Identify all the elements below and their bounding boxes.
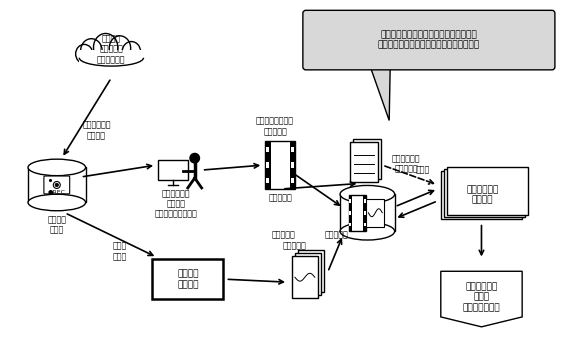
Circle shape <box>189 153 200 164</box>
Text: 収集済み
業務データ
（一部抽出）: 収集済み 業務データ （一部抽出） <box>97 34 125 64</box>
Text: 走行シーン別
機械学習: 走行シーン別 機械学習 <box>466 185 499 204</box>
FancyBboxPatch shape <box>158 160 188 180</box>
FancyBboxPatch shape <box>289 141 295 189</box>
FancyBboxPatch shape <box>291 178 294 183</box>
FancyBboxPatch shape <box>364 211 366 215</box>
Ellipse shape <box>53 182 60 188</box>
FancyBboxPatch shape <box>298 251 324 292</box>
Bar <box>79 50 143 66</box>
Text: 挙動特徴量: 挙動特徴量 <box>283 241 307 250</box>
Text: ヒヤリハット
場面選定
（目視確認による）: ヒヤリハット 場面選定 （目視確認による） <box>155 189 197 219</box>
FancyBboxPatch shape <box>303 10 555 70</box>
Text: ヒヤリハット
分類器
（確率を出力）: ヒヤリハット 分類器 （確率を出力） <box>462 282 500 312</box>
FancyBboxPatch shape <box>266 147 269 152</box>
Text: 異常挙動
特徴抽出: 異常挙動 特徴抽出 <box>177 270 198 289</box>
Text: カメラ映像・
衝突警報: カメラ映像・ 衝突警報 <box>83 121 111 140</box>
Polygon shape <box>370 67 390 120</box>
FancyBboxPatch shape <box>351 142 378 182</box>
Text: 入力データ: 入力データ <box>271 230 295 239</box>
Text: 車両挙動
データ: 車両挙動 データ <box>48 215 66 234</box>
FancyBboxPatch shape <box>340 194 395 231</box>
FancyBboxPatch shape <box>266 178 269 183</box>
Ellipse shape <box>81 39 102 63</box>
Text: ヒヤリハット
事例の解釈: ヒヤリハット 事例の解釈 <box>392 154 421 174</box>
FancyBboxPatch shape <box>363 195 366 231</box>
Ellipse shape <box>28 194 85 211</box>
Ellipse shape <box>76 44 93 63</box>
Ellipse shape <box>55 183 58 187</box>
Text: 高速道や停止前後などのシーンによって
ヒヤリハット時の車両挙動が大きく異なる: 高速道や停止前後などのシーンによって ヒヤリハット時の車両挙動が大きく異なる <box>378 30 480 50</box>
FancyBboxPatch shape <box>447 167 528 215</box>
Ellipse shape <box>340 223 395 240</box>
FancyBboxPatch shape <box>349 211 351 215</box>
FancyBboxPatch shape <box>152 260 223 299</box>
Ellipse shape <box>28 159 85 176</box>
FancyBboxPatch shape <box>354 139 381 179</box>
Text: ヒヤリハット場面
ラベル付け: ヒヤリハット場面 ラベル付け <box>256 117 294 136</box>
Text: 教師データ: 教師データ <box>268 193 292 202</box>
FancyBboxPatch shape <box>364 223 366 227</box>
Ellipse shape <box>340 185 395 203</box>
FancyBboxPatch shape <box>291 163 294 168</box>
Text: 層別化: 層別化 <box>416 165 430 175</box>
FancyBboxPatch shape <box>349 223 351 227</box>
FancyBboxPatch shape <box>44 176 70 194</box>
FancyBboxPatch shape <box>266 163 269 168</box>
Ellipse shape <box>109 36 131 61</box>
FancyBboxPatch shape <box>348 195 366 231</box>
FancyBboxPatch shape <box>291 147 294 152</box>
FancyBboxPatch shape <box>28 168 85 203</box>
Ellipse shape <box>122 42 140 63</box>
FancyBboxPatch shape <box>295 253 321 295</box>
Text: 学習データ: 学習データ <box>325 230 348 239</box>
FancyBboxPatch shape <box>265 141 295 189</box>
FancyBboxPatch shape <box>348 195 352 231</box>
FancyBboxPatch shape <box>292 256 318 298</box>
FancyBboxPatch shape <box>265 141 270 189</box>
FancyBboxPatch shape <box>349 199 351 203</box>
FancyBboxPatch shape <box>444 169 525 217</box>
Polygon shape <box>441 271 522 327</box>
FancyBboxPatch shape <box>441 171 522 219</box>
Text: ●REC: ●REC <box>48 189 66 194</box>
Text: 速度・
加速度: 速度・ 加速度 <box>112 242 127 261</box>
FancyBboxPatch shape <box>366 199 384 227</box>
Ellipse shape <box>93 33 118 61</box>
FancyBboxPatch shape <box>364 199 366 203</box>
